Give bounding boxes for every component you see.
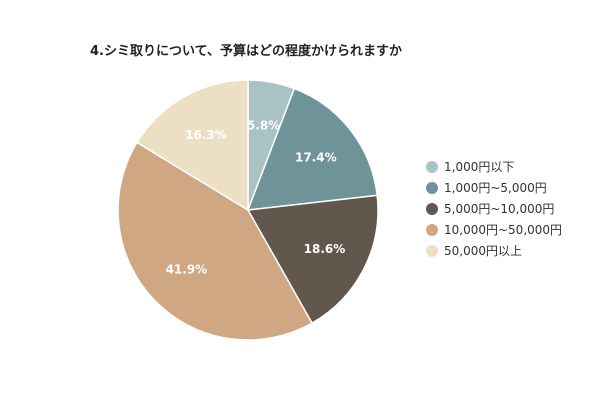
chart-title: 4.シミ取りについて、予算はどの程度かけられますか [90, 44, 402, 59]
pie-slice-3 [246, 194, 379, 325]
legend-swatch-2 [426, 182, 438, 194]
pie-slice-5 [135, 79, 249, 212]
legend-label-5: 50,000円以上 [444, 244, 522, 258]
legend-label-1: 1,000円以下 [444, 160, 514, 174]
pie-slice-4 [117, 141, 314, 341]
pie-slice-2 [246, 87, 378, 211]
legend-swatch-1 [426, 161, 438, 173]
slice-value-label-2: 17.4% [295, 150, 337, 164]
legend-label-3: 5,000円~10,000円 [444, 202, 554, 216]
slice-value-label-1: 5.8% [247, 119, 280, 133]
legend-swatch-4 [426, 224, 438, 236]
slice-value-label-3: 18.6% [304, 242, 346, 256]
slice-value-label-4: 41.9% [166, 263, 208, 277]
legend-swatch-5 [426, 245, 438, 257]
legend-label-4: 10,000円~50,000円 [444, 223, 562, 237]
legend-label-2: 1,000円~5,000円 [444, 181, 547, 195]
slice-value-label-5: 16.3% [185, 128, 227, 142]
legend-swatch-3 [426, 203, 438, 215]
